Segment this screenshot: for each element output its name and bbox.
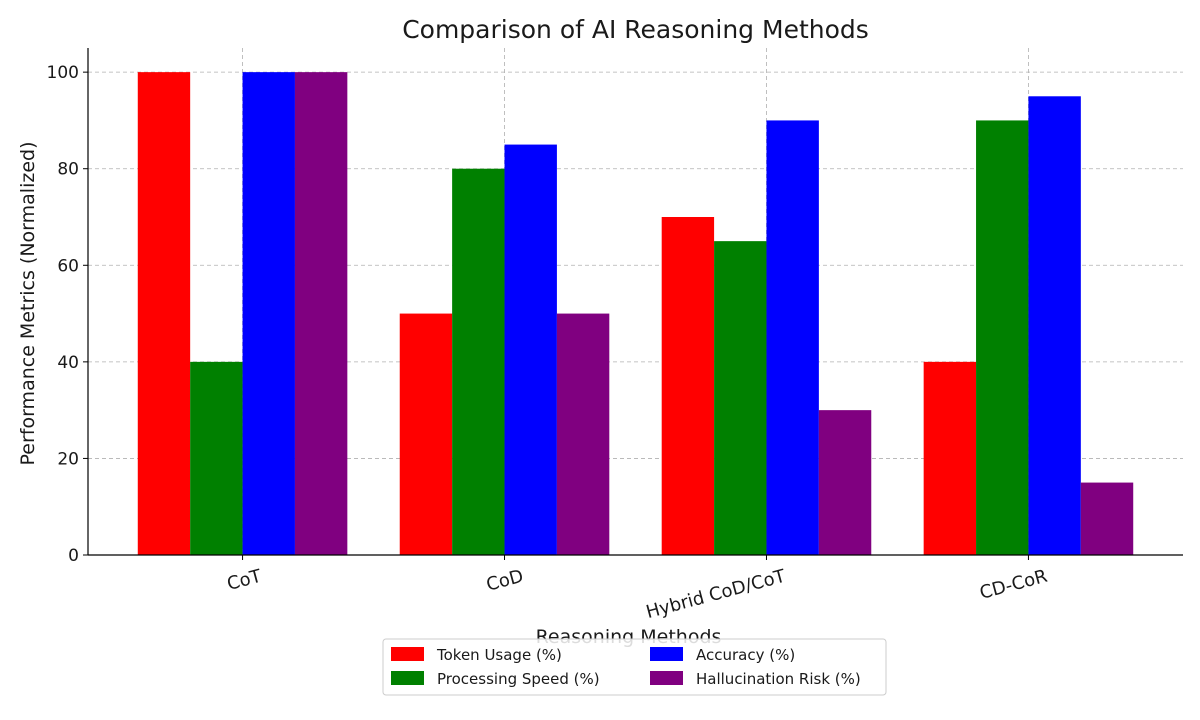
y-tick-label: 40 [57,353,79,373]
y-axis-label: Performance Metrics (Normalized) [17,141,39,465]
bar-hallucination-risk-cot [294,72,348,556]
bar-processing-speed-cod [452,168,505,555]
y-tick-label: 0 [68,546,79,566]
y-tick-label: 20 [57,449,79,469]
bar-token-usage-cot [137,72,191,556]
x-tick-label: CoD [484,566,526,596]
x-tick-label: CoT [225,565,265,594]
bar-hallucination-risk-cd-cor [1080,482,1134,555]
bar-hallucination-risk-cod [556,313,610,555]
axes-layer [87,48,1183,556]
chart-title: Comparison of AI Reasoning Methods [402,15,869,44]
bar-accuracy-cd-cor [1028,96,1081,556]
bar-accuracy-cod [504,144,557,556]
bar-processing-speed-cd-cor [976,120,1029,555]
legend-frame [382,638,887,696]
legend-label: Token Usage (%) [436,646,562,664]
bars-layer [137,72,1134,556]
legend-swatch [391,647,424,661]
legend: Token Usage (%) Processing Speed (%) Accur… [382,638,887,696]
legend-swatch [650,647,683,661]
bar-processing-speed-cot [190,361,243,555]
x-tick-label: Hybrid CoD/CoT [644,565,789,623]
y-tick-label: 80 [57,160,79,180]
legend-label: Accuracy (%) [696,646,795,664]
bar-token-usage-hybrid-cod-cot [661,217,715,555]
bar-hallucination-risk-hybrid-cod-cot [818,410,872,555]
y-tick-label: 60 [57,256,79,276]
legend-label: Processing Speed (%) [437,670,600,688]
bar-token-usage-cd-cor [923,361,977,555]
legend-swatch [650,671,683,685]
bar-token-usage-cod [399,313,453,555]
legend-swatch [391,671,424,685]
y-tick-label: 100 [47,63,79,83]
bar-accuracy-hybrid-cod-cot [766,120,819,555]
bar-accuracy-cot [242,72,295,556]
legend-label: Hallucination Risk (%) [696,670,861,688]
x-tick-label: CD-CoR [978,566,1050,604]
bar-processing-speed-hybrid-cod-cot [714,241,767,555]
